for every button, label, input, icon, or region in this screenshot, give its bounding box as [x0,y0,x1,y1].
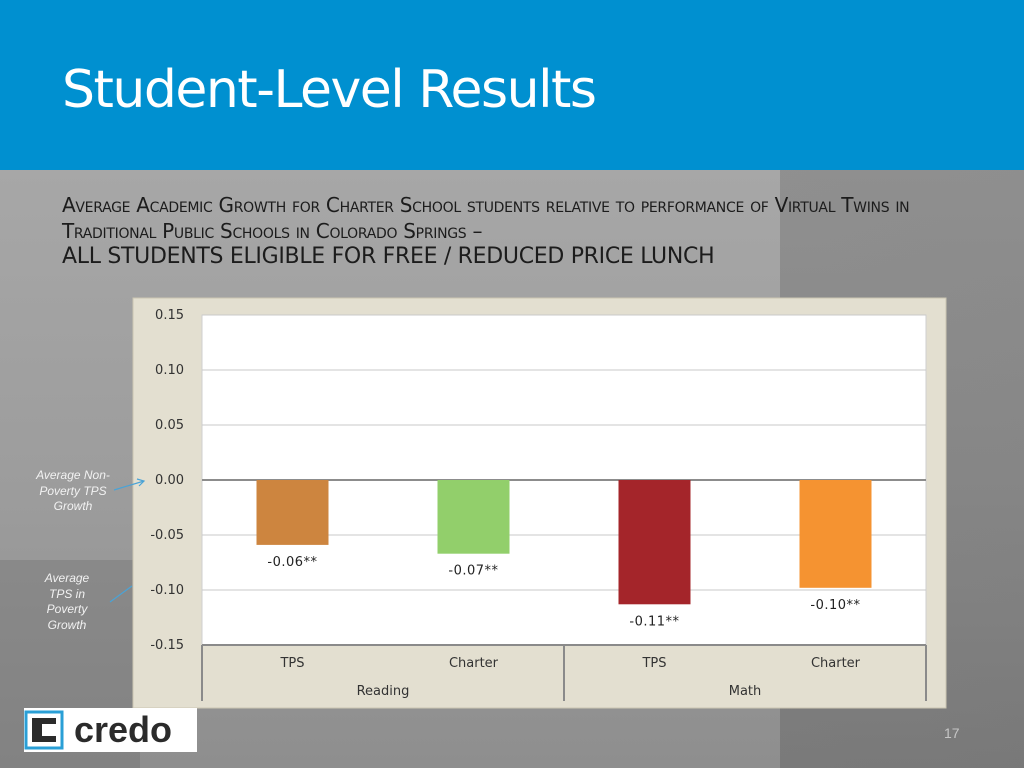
y-tick-label: 0.10 [155,363,184,378]
annotation-arrow-icon [109,585,133,603]
bar [437,480,510,554]
annotation-arrow-icon [113,478,146,491]
y-tick-label: -0.10 [150,583,184,598]
title-bar: Student-Level Results [0,0,1024,170]
y-tick-label: 0.00 [155,473,184,488]
x-tick-label: Charter [449,656,499,671]
y-tick-label: 0.15 [155,308,184,323]
y-tick-label: -0.05 [150,528,184,543]
annotation-non-poverty: Average Non-Poverty TPS Growth [36,468,110,513]
bars [256,480,872,605]
subtitle-line-2: ALL STUDENTS ELIGIBLE FOR FREE / REDUCED… [62,244,715,269]
subtitle-line-1: Average Academic Growth for Charter Scho… [62,193,910,243]
bar [618,480,691,605]
bar-data-labels: -0.06** -0.07** -0.11** -0.10** [267,555,860,629]
bar-data-label: -0.10** [810,598,860,613]
credo-logo: credo [24,708,197,752]
x-tick-label: TPS [279,656,304,671]
y-axis-tick-labels: 0.15 0.10 0.05 0.00 -0.05 -0.10 -0.15 [150,308,184,653]
y-tick-label: -0.15 [150,638,184,653]
bar-data-label: -0.06** [267,555,317,570]
x-group-label: Reading [357,684,410,699]
x-group-label: Math [729,684,762,699]
x-tick-label: TPS [641,656,666,671]
logo-text: credo [74,709,172,750]
bar [256,480,329,545]
chart-subtitle: Average Academic Growth for Charter Scho… [62,192,922,270]
slide-title: Student-Level Results [62,60,597,120]
bar-data-label: -0.11** [629,614,679,629]
x-axis: TPS Charter TPS Charter Reading Math [201,644,927,701]
page-number: 17 [944,725,960,741]
y-tick-label: 0.05 [155,418,184,433]
annotation-poverty: Average TPS in Poverty Growth [44,571,90,632]
bar [799,480,872,588]
bar-data-label: -0.07** [448,564,498,579]
x-tick-label: Charter [811,656,861,671]
credo-logo-mark: credo [24,709,172,750]
